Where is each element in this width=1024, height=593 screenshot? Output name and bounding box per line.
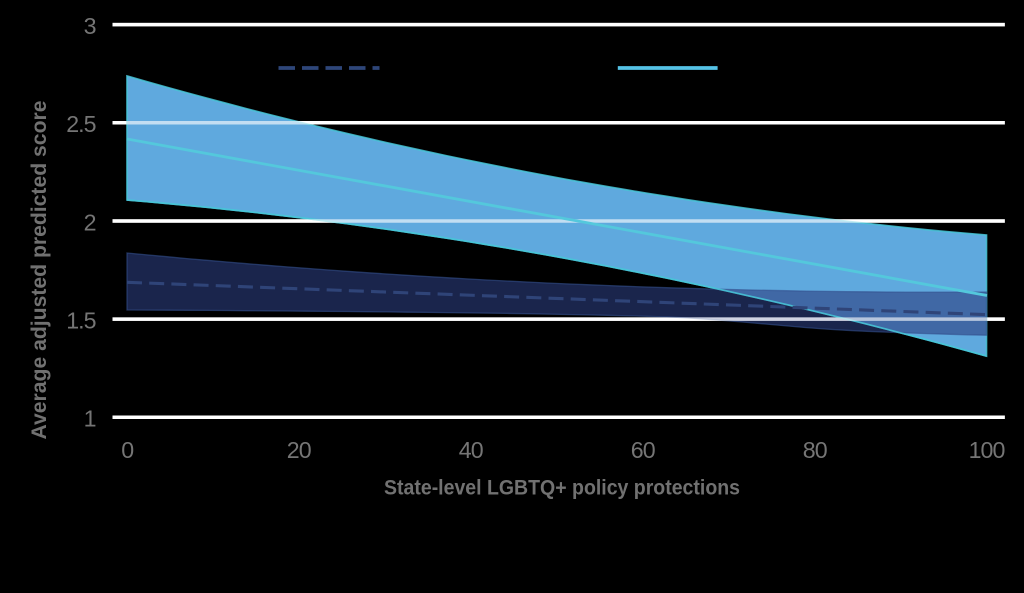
- svg-text:40: 40: [459, 437, 483, 463]
- svg-text:3: 3: [84, 13, 96, 39]
- svg-text:Average adjusted predicted sco: Average adjusted predicted score: [28, 101, 51, 440]
- svg-text:2: 2: [84, 209, 96, 235]
- svg-text:60: 60: [631, 437, 655, 463]
- svg-text:2.5: 2.5: [66, 111, 95, 137]
- svg-text:0: 0: [121, 437, 133, 463]
- svg-text:1: 1: [84, 406, 96, 432]
- svg-text:100: 100: [969, 437, 1005, 463]
- svg-text:20: 20: [287, 437, 311, 463]
- svg-text:State-level LGBTQ+ policy prot: State-level LGBTQ+ policy protections: [384, 477, 740, 500]
- svg-text:1.5: 1.5: [66, 307, 95, 333]
- svg-text:80: 80: [803, 437, 827, 463]
